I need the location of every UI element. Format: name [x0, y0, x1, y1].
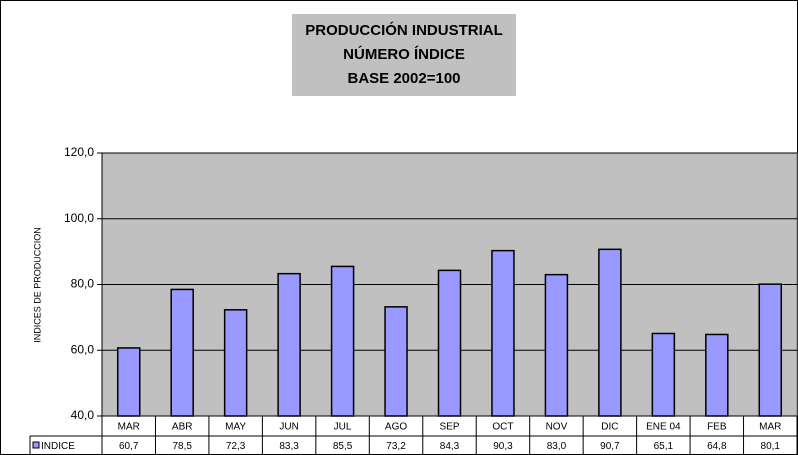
bar — [170, 288, 194, 417]
data-label: 78,5 — [172, 441, 192, 452]
x-tick-label: DIC — [601, 422, 618, 433]
y-tick-label: 80,0 — [71, 277, 95, 291]
x-tick-label: MAR — [759, 422, 781, 433]
legend-label: INDICE — [41, 441, 75, 452]
bar — [384, 306, 408, 417]
x-tick-label: FEB — [707, 422, 727, 433]
title-box — [292, 14, 516, 96]
y-tick-label: 120,0 — [64, 145, 94, 159]
bar — [491, 249, 515, 417]
x-tick-label: SEP — [439, 422, 459, 433]
x-tick-label: AGO — [385, 422, 407, 433]
data-label: 72,3 — [226, 441, 246, 452]
y-tick-label: 40,0 — [71, 408, 95, 422]
y-tick-label: 100,0 — [64, 211, 94, 225]
data-label: 83,3 — [279, 441, 299, 452]
x-tick-label: MAR — [118, 422, 140, 433]
data-label: 73,2 — [386, 441, 406, 452]
data-label: 85,5 — [333, 441, 353, 452]
legend-key — [32, 441, 40, 449]
x-tick-label: ABR — [172, 422, 193, 433]
bar — [223, 309, 248, 417]
chart-title: PRODUCCIÓN INDUSTRIAL — [305, 21, 503, 39]
chart-title: BASE 2002=100 — [348, 70, 461, 87]
data-label: 90,7 — [600, 441, 620, 452]
x-tick-label: OCT — [492, 422, 513, 433]
x-tick-label: MAY — [225, 422, 246, 433]
data-label: 60,7 — [119, 441, 139, 452]
bar — [598, 248, 622, 417]
bar — [705, 333, 729, 417]
bar — [758, 283, 783, 417]
data-label: 83,0 — [547, 441, 567, 452]
bar — [116, 347, 141, 417]
chart-title: NÚMERO ÍNDICE — [343, 45, 465, 63]
bar — [330, 265, 355, 417]
y-axis-label: INDICES DE PRODUCCION — [32, 227, 42, 343]
bar — [651, 332, 676, 417]
data-label: 64,8 — [707, 441, 727, 452]
data-label: 90,3 — [493, 441, 513, 452]
y-tick-label: 60,0 — [71, 342, 95, 356]
x-tick-label: ENE 04 — [646, 422, 681, 433]
bar — [277, 272, 301, 417]
x-tick-label: JUN — [279, 422, 298, 433]
x-tick-label: JUL — [334, 422, 352, 433]
bar — [437, 269, 462, 417]
data-label: 84,3 — [440, 441, 460, 452]
x-tick-label: NOV — [546, 422, 568, 433]
data-label: 80,1 — [761, 441, 781, 452]
data-label: 65,1 — [654, 441, 674, 452]
bar — [544, 273, 569, 417]
